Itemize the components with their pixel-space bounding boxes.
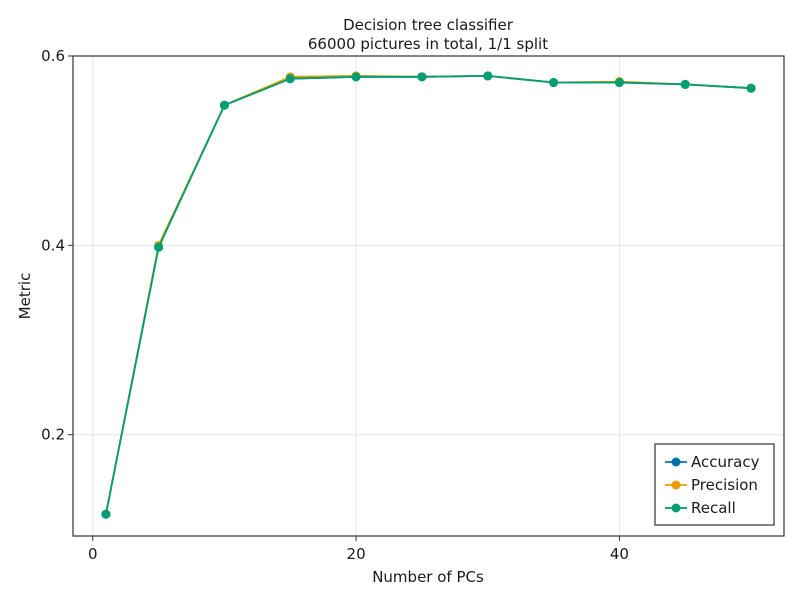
- chart-title: Decision tree classifier: [343, 16, 514, 34]
- legend-marker: [671, 480, 681, 490]
- data-point-recall: [680, 79, 690, 89]
- series-recall: [101, 71, 756, 519]
- series-line-precision: [105, 75, 752, 515]
- x-axis-label: Number of PCs: [372, 568, 484, 586]
- data-point-recall: [417, 72, 427, 82]
- data-point-recall: [154, 242, 164, 252]
- legend-label: Recall: [691, 499, 736, 517]
- legend-item-accuracy: Accuracy: [665, 453, 760, 471]
- data-point-recall: [746, 83, 756, 93]
- series-line-recall: [105, 75, 752, 515]
- plot-frame: [72, 55, 785, 537]
- data-point-recall: [483, 71, 493, 81]
- series-layer: [101, 71, 756, 519]
- legend-item-precision: Precision: [665, 476, 758, 494]
- data-point-recall: [549, 78, 559, 88]
- y-tick-label: 0.2: [41, 426, 65, 444]
- chart-subtitle: 66000 pictures in total, 1/1 split: [308, 35, 548, 53]
- data-point-recall: [285, 74, 295, 84]
- x-tick-label: 0: [88, 545, 98, 563]
- series-line-accuracy: [105, 75, 752, 515]
- ticks: 0 20 40 0.2 0.4 0.6: [41, 47, 629, 563]
- legend-marker: [671, 503, 681, 513]
- legend-marker: [671, 457, 681, 467]
- x-tick-label: 20: [347, 545, 366, 563]
- legend-item-recall: Recall: [665, 499, 736, 517]
- data-point-recall: [101, 509, 111, 519]
- data-point-recall: [219, 100, 229, 110]
- y-axis-label: Metric: [16, 273, 34, 320]
- x-tick-label: 40: [610, 545, 629, 563]
- data-point-recall: [614, 78, 624, 88]
- legend: Accuracy Precision Recall: [654, 443, 775, 526]
- y-tick-label: 0.4: [41, 236, 65, 254]
- y-tick-label: 0.6: [41, 47, 65, 65]
- legend-label: Precision: [691, 476, 758, 494]
- data-point-recall: [351, 72, 361, 82]
- legend-label: Accuracy: [691, 453, 760, 471]
